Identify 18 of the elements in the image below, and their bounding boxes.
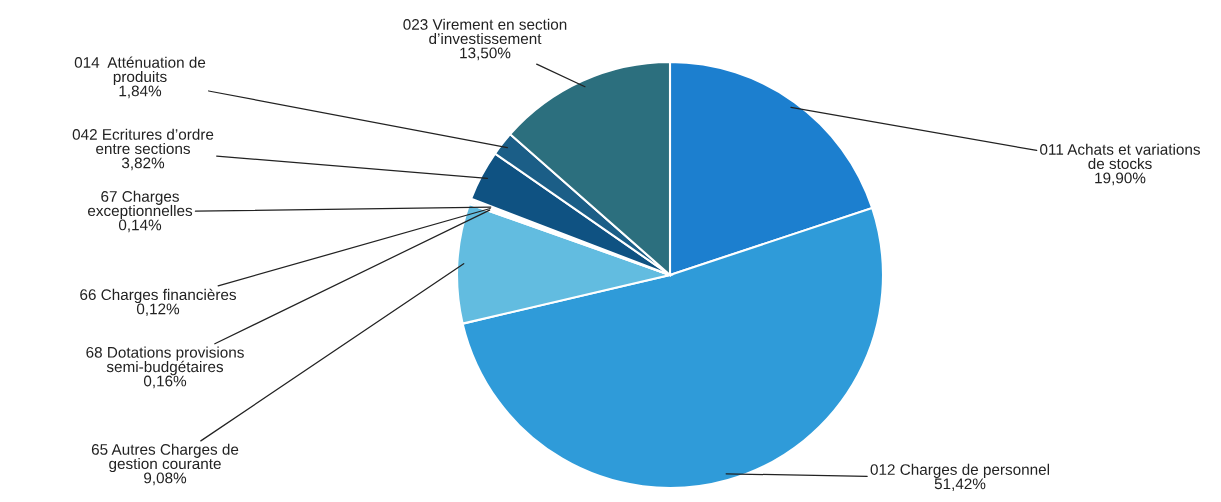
slice-label: 011 Achats et variations de stocks [1040, 143, 1200, 170]
slice-label: 67 Charges exceptionnelles [87, 190, 193, 220]
slice-label: 042 Ecritures d’ordre entre sections [72, 128, 214, 155]
data-label: 1,84% [119, 85, 162, 99]
data-label: 51,42% [934, 478, 986, 492]
slice-label: 66 Charges financières [80, 288, 237, 304]
data-label: 0,12% [136, 303, 180, 317]
data-label: 19,90% [1095, 172, 1146, 186]
data-label: 0,14% [118, 219, 162, 233]
slice-label: 012 Charges de personnel [870, 463, 1050, 478]
slice-label: 023 Virement en section d’investissement [403, 18, 567, 45]
data-label: 3,82% [121, 157, 165, 171]
slice-label: 65 Autres Charges de gestion courante [91, 443, 239, 473]
slice-label: 014 Atténuation de produits [74, 56, 206, 86]
data-label: 13,50% [460, 47, 511, 61]
data-label: 0,16% [143, 375, 187, 389]
data-label: 9,08% [144, 472, 187, 486]
slice-label: 68 Dotations provisions semi-budgétaires [86, 346, 244, 376]
